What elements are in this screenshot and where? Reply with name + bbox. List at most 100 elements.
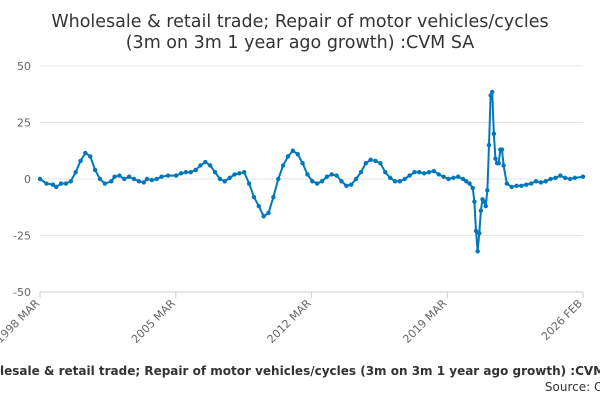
data-point (63, 181, 69, 186)
y-axis-ticks: 50 25 0 -25 -50 (13, 60, 31, 299)
data-point (73, 170, 78, 175)
data-point (538, 180, 544, 185)
data-point (68, 179, 73, 184)
data-point (319, 179, 325, 184)
data-point (314, 181, 320, 186)
data-point (363, 160, 368, 166)
chart-title-line-1: Wholesale & retail trade; Repair of moto… (51, 12, 548, 32)
data-point (460, 176, 466, 182)
data-point (246, 181, 252, 186)
y-tick-label: -25 (13, 230, 31, 243)
data-point (50, 182, 56, 187)
data-point (97, 176, 103, 182)
data-point (493, 156, 498, 161)
data-point (165, 173, 171, 178)
data-point (237, 171, 242, 176)
data-point (144, 176, 150, 182)
data-point (553, 175, 558, 181)
data-point (92, 167, 98, 173)
data-point (159, 174, 164, 179)
data-point (528, 181, 534, 186)
data-point (266, 210, 271, 216)
data-point (499, 147, 505, 152)
x-axis-ticks: 1998 MAR 2005 MAR 2012 MAR 2019 MAR 2026 FEB (0, 292, 585, 346)
data-point (88, 154, 93, 159)
x-tick-label: 2019 MAR (400, 297, 449, 346)
data-point (455, 174, 461, 179)
data-point (501, 163, 506, 168)
footer-caption: Wholesale & retail trade; Repair of moto… (0, 364, 600, 378)
data-point (217, 176, 223, 182)
x-tick-label: 1998 MAR (0, 297, 42, 346)
data-point (271, 194, 276, 200)
data-point (470, 185, 475, 191)
data-point (397, 179, 403, 184)
data-point (154, 176, 159, 182)
data-point (58, 181, 64, 186)
data-point (102, 181, 108, 186)
data-point (37, 176, 43, 182)
data-point (136, 179, 142, 184)
data-point (183, 170, 189, 175)
data-point (122, 176, 127, 182)
data-point (324, 174, 330, 179)
y-tick-label: 0 (24, 173, 31, 186)
data-point (232, 172, 237, 177)
data-point (481, 199, 487, 204)
data-point (117, 173, 122, 178)
data-point (431, 168, 437, 174)
data-point (567, 176, 573, 182)
data-point (392, 179, 398, 184)
data-point (276, 176, 281, 182)
data-point (558, 173, 563, 178)
data-point (488, 93, 493, 98)
data-point (572, 175, 578, 181)
data-point (212, 170, 218, 175)
data-point (173, 173, 179, 178)
data-point (446, 176, 451, 182)
data-point (412, 170, 417, 175)
data-point (112, 174, 117, 179)
data-point (188, 170, 193, 175)
data-point (131, 176, 137, 182)
data-point (256, 203, 262, 209)
x-tick-label: 2005 MAR (129, 297, 178, 346)
data-point (496, 160, 501, 166)
data-point (329, 172, 334, 177)
data-point (509, 184, 514, 190)
data-point (109, 179, 114, 184)
data-point (290, 148, 296, 153)
chart-title-line-2: (3m on 3m 1 year ago growth) :CVM SA (126, 33, 475, 53)
y-tick-label: 50 (17, 60, 31, 73)
data-point (178, 171, 184, 176)
data-point (580, 174, 586, 179)
data-point (339, 179, 344, 184)
data-point (251, 194, 257, 200)
data-point (473, 228, 479, 234)
data-point (207, 163, 213, 168)
y-tick-label: 25 (17, 117, 31, 130)
data-point (373, 158, 378, 164)
data-point (514, 183, 519, 188)
data-point (378, 160, 383, 166)
data-point (242, 170, 247, 175)
data-point (149, 177, 155, 183)
data-point (426, 170, 432, 175)
data-point (533, 179, 539, 184)
series-path (39, 90, 584, 253)
data-point (436, 172, 441, 177)
data-point (543, 179, 548, 184)
data-point (486, 142, 492, 148)
data-point (310, 179, 315, 184)
data-point (261, 214, 266, 219)
x-tick-label: 2026 FEB (539, 297, 585, 343)
data-point (421, 171, 427, 176)
data-point (524, 182, 529, 187)
data-point (193, 167, 198, 173)
data-point (483, 203, 488, 209)
data-point (222, 179, 227, 184)
data-point (477, 231, 482, 236)
data-point (485, 188, 490, 193)
data-point (451, 175, 456, 181)
